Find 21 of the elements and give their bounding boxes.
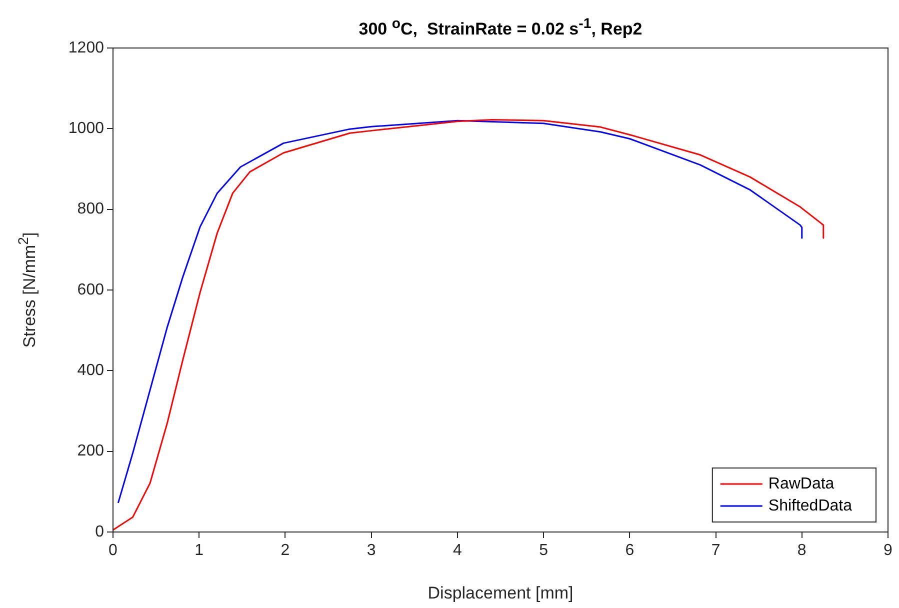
y-tick-label: 800 [77,200,104,218]
x-tick-label: 2 [280,542,290,560]
x-tick-label: 3 [366,542,376,560]
x-tick-label: 9 [884,542,893,560]
chart-title: 300 $^{o}$C, StrainRate = 0.02 s$^{-1}$, Rep2 [358,16,644,40]
x-tick-label: 0 [108,542,118,560]
y-tick-label: 400 [77,362,104,380]
y-tick-label: 600 [77,281,104,298]
y-tick-label: 200 [77,442,104,460]
x-tick-label: 1 [194,542,204,560]
y-tick-label: 1000 [68,120,104,138]
y-tick-label: 0 [95,523,104,540]
legend-label: ShiftedData [768,497,852,514]
y-tick-label: 1200 [68,39,104,56]
x-tick-label: 7 [711,542,720,560]
x-tick-label: 8 [797,542,806,560]
x-tick-label: 4 [452,542,462,560]
x-tick-label: 5 [539,542,548,560]
x-axis-title: Displacement [mm] [428,583,574,602]
legend-label: RawData [768,475,834,492]
x-tick-label: 6 [625,542,634,560]
